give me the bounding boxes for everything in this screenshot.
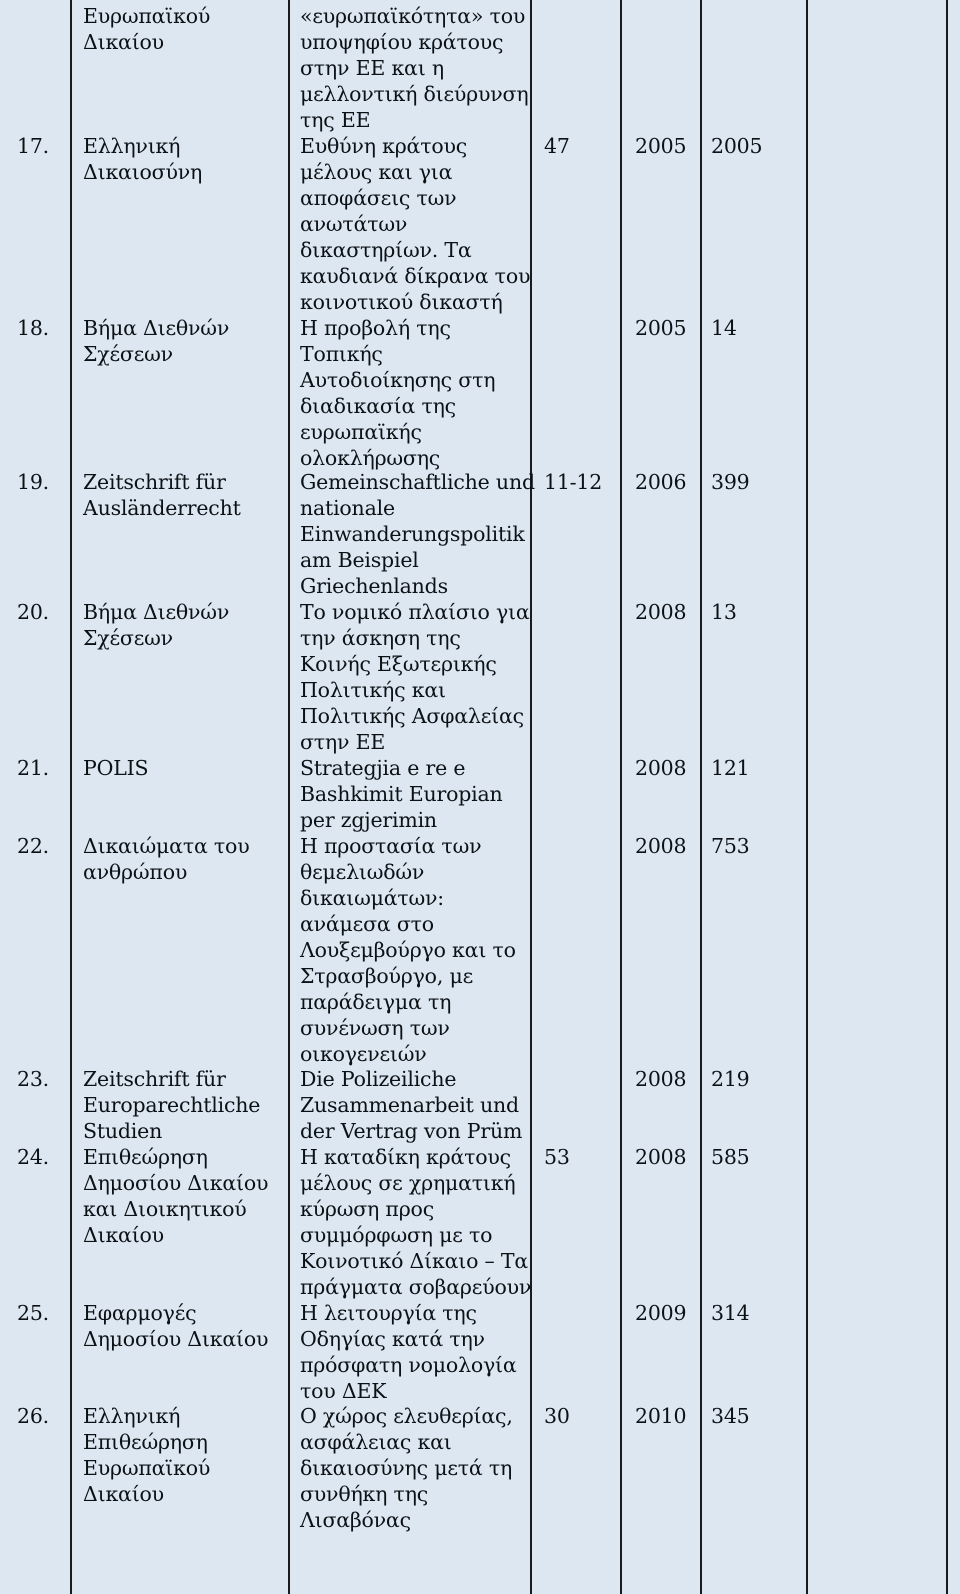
title-cell: Το νομικό πλαίσιο για την άσκηση της Κοι… bbox=[300, 600, 530, 754]
year-cell: 2006 bbox=[635, 470, 687, 494]
page-cell: 585 bbox=[711, 1145, 750, 1169]
title-cell-fragment: «ευρωπαϊκότητα» του υποψηφίου κράτους στ… bbox=[300, 4, 529, 132]
row-number: 18. bbox=[17, 316, 50, 340]
journal-cell-fragment: Ευρωπαϊκού Δικαίου bbox=[83, 4, 211, 54]
row-number: 23. bbox=[17, 1067, 50, 1091]
title-cell: Η καταδίκη κράτους μέλους σε χρηματική κ… bbox=[300, 1145, 532, 1299]
year-cell: 2005 bbox=[635, 316, 687, 340]
year-cell: 2008 bbox=[635, 600, 687, 624]
title-cell: Η λειτουργία της Οδηγίας κατά την πρόσφα… bbox=[300, 1301, 517, 1403]
year-cell: 2008 bbox=[635, 834, 687, 858]
row-number: 25. bbox=[17, 1301, 50, 1325]
title-cell: Strategjia e re e Bashkimit Europian per… bbox=[300, 756, 503, 832]
row-number: 21. bbox=[17, 756, 50, 780]
column-divider bbox=[700, 0, 702, 1594]
journal-cell: Ελληνική Δικαιοσύνη bbox=[83, 134, 203, 184]
row-number: 17. bbox=[17, 134, 50, 158]
row-number: 26. bbox=[17, 1404, 50, 1428]
page-cell: 121 bbox=[711, 756, 750, 780]
title-cell: Gemeinschaftliche und nationale Einwande… bbox=[300, 470, 535, 598]
column-divider bbox=[70, 0, 72, 1594]
page-cell: 2005 bbox=[711, 134, 763, 158]
page-cell: 219 bbox=[711, 1067, 750, 1091]
journal-cell: Δικαιώματα του ανθρώπου bbox=[83, 834, 250, 884]
page-cell: 345 bbox=[711, 1404, 750, 1428]
column-divider bbox=[530, 0, 532, 1594]
page-cell: 13 bbox=[711, 600, 737, 624]
column-divider bbox=[946, 0, 948, 1594]
row-number: 19. bbox=[17, 470, 50, 494]
year-cell: 2005 bbox=[635, 134, 687, 158]
journal-cell: Επιθεώρηση Δημοσίου Δικαίου και Διοικητι… bbox=[83, 1145, 269, 1247]
title-cell: Ευθύνη κράτους μέλους και για αποφάσεις … bbox=[300, 134, 531, 314]
journal-cell: Zeitschrift für Europarechtliche Studien bbox=[83, 1067, 261, 1143]
title-cell: Η προστασία των θεμελιωδών δικαιωμάτων: … bbox=[300, 834, 516, 1066]
year-cell: 2010 bbox=[635, 1404, 687, 1428]
column-divider bbox=[288, 0, 290, 1594]
journal-cell: Βήμα Διεθνών Σχέσεων bbox=[83, 316, 230, 366]
row-number: 22. bbox=[17, 834, 50, 858]
journal-cell: Zeitschrift für Ausländerrecht bbox=[83, 470, 241, 520]
column-divider bbox=[620, 0, 622, 1594]
journal-cell: Εφαρμογές Δημοσίου Δικαίου bbox=[83, 1301, 269, 1351]
page-cell: 753 bbox=[711, 834, 750, 858]
journal-cell: Ελληνική Επιθεώρηση Ευρωπαϊκού Δικαίου bbox=[83, 1404, 211, 1506]
issue-cell: 47 bbox=[544, 134, 570, 158]
page-cell: 399 bbox=[711, 470, 750, 494]
year-cell: 2008 bbox=[635, 1067, 687, 1091]
title-cell: Die Polizeiliche Zusammenarbeit und der … bbox=[300, 1067, 523, 1143]
issue-cell: 11-12 bbox=[544, 470, 603, 494]
row-number: 20. bbox=[17, 600, 50, 624]
title-cell: Η προβολή της Τοπικής Αυτοδιοίκησης στη … bbox=[300, 316, 496, 470]
journal-cell: Βήμα Διεθνών Σχέσεων bbox=[83, 600, 230, 650]
year-cell: 2009 bbox=[635, 1301, 687, 1325]
journal-cell: POLIS bbox=[83, 756, 149, 780]
year-cell: 2008 bbox=[635, 1145, 687, 1169]
page-cell: 314 bbox=[711, 1301, 750, 1325]
year-cell: 2008 bbox=[635, 756, 687, 780]
column-divider bbox=[806, 0, 808, 1594]
issue-cell: 53 bbox=[544, 1145, 570, 1169]
row-number: 24. bbox=[17, 1145, 50, 1169]
issue-cell: 30 bbox=[544, 1404, 570, 1428]
title-cell: Ο χώρος ελευθερίας, ασφάλειας και δικαιο… bbox=[300, 1404, 513, 1532]
page-cell: 14 bbox=[711, 316, 737, 340]
